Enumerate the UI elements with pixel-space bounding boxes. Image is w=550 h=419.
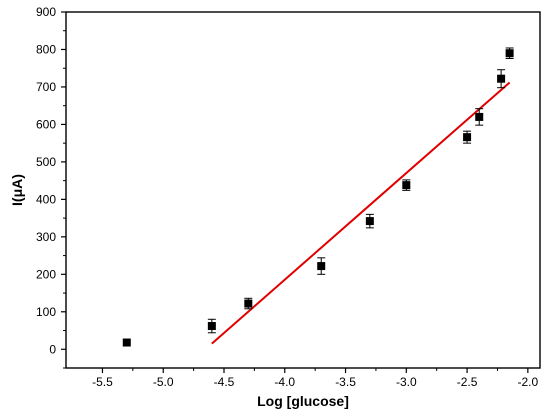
data-point (505, 49, 514, 58)
y-tick-label: 200 (36, 267, 56, 281)
x-tick-label: -3.5 (335, 375, 356, 389)
fit-line-layer (211, 81, 511, 345)
data-point (497, 74, 506, 83)
x-tick-label: -3.0 (396, 375, 417, 389)
x-tick-label: -5.0 (153, 375, 174, 389)
x-tick-label: -2.0 (518, 375, 539, 389)
data-point (122, 338, 131, 347)
x-tick-label: -5.5 (92, 375, 113, 389)
data-point (207, 322, 216, 331)
x-tick-label: -2.5 (457, 375, 478, 389)
y-tick-label: 100 (36, 305, 56, 319)
x-tick-label: -4.0 (274, 375, 295, 389)
y-tick-label: 700 (36, 80, 56, 94)
x-tick-label: -4.5 (214, 375, 235, 389)
plot-frame (65, 11, 541, 369)
data-point (475, 112, 484, 121)
data-point-layer (122, 49, 514, 347)
y-tick-label: 300 (36, 230, 56, 244)
error-bar-layer (207, 47, 514, 334)
data-point (402, 181, 411, 190)
x-axis-ticks: -5.5 -5.0 -4.5 -4.0 -3.5 -3.0 -2.5 -2.0 (92, 368, 539, 389)
y-tick-label: 900 (36, 5, 56, 19)
data-point (317, 262, 326, 271)
data-point (463, 133, 472, 142)
y-tick-label: 800 (36, 42, 56, 56)
data-point (365, 217, 374, 226)
y-tick-label: 400 (36, 192, 56, 206)
y-tick-label: 600 (36, 117, 56, 131)
fit-line (211, 81, 511, 345)
x-axis-title: Log [glucose] (257, 393, 349, 409)
y-axis-ticks: 0 100 200 300 400 500 600 700 800 900 (36, 5, 66, 369)
y-tick-label: 500 (36, 155, 56, 169)
y-axis-title: I(μA) (9, 174, 25, 206)
y-tick-label: 0 (49, 342, 56, 356)
data-point (244, 299, 253, 308)
